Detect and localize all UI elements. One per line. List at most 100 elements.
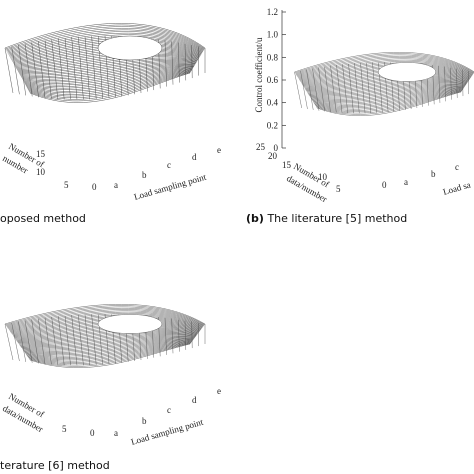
mesh-line [6, 28, 205, 52]
caption-tag: (b) [246, 212, 264, 225]
tick-label: 0.6 [267, 75, 279, 85]
mesh-line [296, 57, 474, 76]
mesh-line [11, 322, 20, 362]
tick-label: a [114, 428, 118, 438]
mesh-line [313, 88, 464, 107]
mesh-line [23, 338, 194, 354]
mesh-line [19, 334, 197, 346]
tick-label: 0.8 [267, 52, 279, 62]
mesh-line [51, 39, 59, 100]
mesh-line [18, 332, 197, 344]
mesh-line [312, 68, 320, 111]
mesh-line [7, 29, 204, 53]
tick-label: 10 [318, 172, 328, 182]
mesh-line [25, 68, 193, 90]
mesh-line [295, 55, 474, 75]
mesh-line [29, 72, 191, 102]
mesh-line [18, 321, 27, 362]
mesh-line [27, 69, 192, 95]
mesh-line [26, 69, 193, 94]
mesh-line [184, 320, 187, 350]
mesh-line [19, 60, 197, 75]
mesh-line [18, 331, 198, 344]
mesh-line [300, 70, 308, 110]
mesh-line [7, 310, 204, 329]
mesh-line [294, 52, 474, 73]
caption: oposed method [0, 212, 86, 225]
mesh-line [191, 321, 193, 349]
mesh-line [19, 333, 197, 345]
mesh-line [348, 63, 354, 114]
mesh-line [314, 89, 463, 110]
mesh-line [18, 44, 27, 96]
mesh-line [314, 90, 463, 111]
mesh-line [78, 36, 84, 100]
mesh-line [164, 40, 167, 87]
mesh-line [22, 64, 195, 81]
mesh-line [307, 82, 467, 94]
mesh-line [51, 317, 59, 365]
mesh-line [336, 65, 343, 113]
tick-label: 5 [62, 424, 67, 434]
mesh-line [8, 311, 204, 330]
mesh-line [296, 58, 474, 77]
mesh-line [164, 317, 167, 355]
mesh-line [6, 26, 205, 51]
mesh-line [9, 36, 203, 57]
mesh-line [178, 319, 180, 352]
tick-label: 0.4 [267, 98, 279, 108]
tick-label: b [431, 169, 436, 179]
surface-plot [4, 23, 206, 103]
mesh-line [450, 67, 452, 100]
tick-label: 10 [36, 167, 46, 177]
mesh-line [44, 40, 52, 99]
mesh-line [354, 63, 360, 114]
mesh-line [8, 34, 203, 56]
mesh-line [44, 317, 52, 365]
mesh-line [309, 85, 466, 99]
mesh-line [24, 339, 194, 356]
mesh-line [91, 36, 97, 100]
mesh-line [29, 72, 191, 103]
mesh-line [6, 306, 205, 326]
tick-label: e [217, 386, 221, 396]
mesh-line [27, 342, 192, 363]
mesh-line [438, 65, 441, 103]
mesh-line [310, 85, 465, 100]
tick-label: a [404, 177, 408, 187]
mesh-line [295, 54, 474, 74]
mesh-line [444, 66, 446, 102]
mesh-line [24, 67, 194, 89]
mesh-line [22, 65, 195, 83]
mesh-line [308, 83, 467, 95]
mesh-line [4, 23, 206, 49]
tick-label: 5 [336, 184, 341, 194]
surface-hole [97, 35, 163, 61]
mesh-line [31, 319, 39, 364]
mesh-line [71, 37, 78, 100]
tick-label: c [167, 405, 171, 415]
mesh-line [171, 41, 174, 85]
mesh-line [23, 338, 195, 353]
mesh-line [4, 323, 14, 361]
mesh-line [84, 314, 91, 366]
tick-label: e [217, 145, 221, 155]
mesh-line [25, 340, 193, 359]
mesh-line [28, 342, 191, 366]
mesh-line [6, 307, 205, 327]
caption-text: The literature [5] method [266, 212, 407, 225]
mesh-line [64, 37, 71, 100]
mesh-line [25, 68, 193, 92]
tick-label: 15 [36, 149, 46, 159]
mesh-line [27, 341, 192, 362]
mesh-line [84, 36, 91, 100]
mesh-line [456, 68, 458, 98]
surface-hole [97, 314, 163, 334]
tick-label: 0.2 [267, 120, 278, 130]
mesh-line [306, 69, 314, 110]
mesh-line [306, 79, 468, 92]
mesh-line [307, 81, 467, 93]
caption: terature [6] method [0, 459, 110, 472]
mesh-line [23, 66, 194, 86]
mesh-line [294, 71, 302, 109]
